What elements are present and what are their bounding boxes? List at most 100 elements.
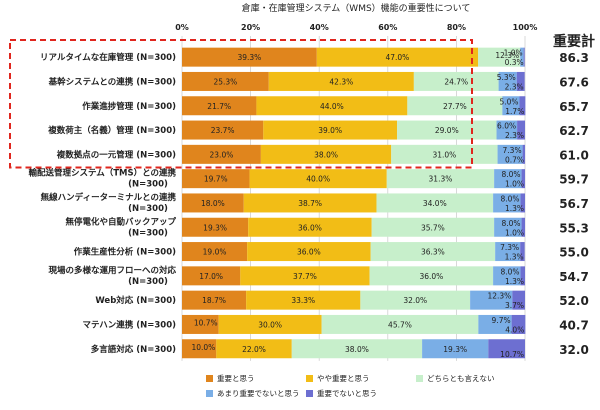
bar-value-label: 7.3% — [503, 146, 522, 155]
bar-segment — [478, 314, 512, 334]
x-tick-label: 40% — [310, 23, 329, 32]
bar-segment — [386, 169, 495, 189]
bar-segment — [520, 193, 525, 213]
bar-value-label: 42.3% — [329, 77, 353, 86]
bar-value-label: 2.3% — [505, 131, 524, 140]
category-label: 多言語対応 (N=300) — [91, 344, 176, 355]
legend-swatch — [206, 375, 213, 382]
score-value: 86.3 — [559, 51, 589, 65]
bar-segment — [182, 217, 249, 237]
bar-value-label: 34.0% — [423, 199, 447, 208]
bar-segment — [376, 193, 494, 213]
category-label: Web対応 (N=300) — [95, 295, 176, 306]
bar-segment — [495, 242, 521, 262]
bar-segment — [496, 120, 518, 140]
bar-value-label: 0.7% — [505, 155, 524, 164]
bar-segment — [523, 47, 525, 67]
bar-segment — [502, 96, 520, 116]
score-values: 86.3 67.6 65.7 62.7 61.0 59.7 56.7 55.3 55.0 54.7… — [559, 51, 589, 357]
x-tick-label: 60% — [378, 23, 397, 32]
bar-segment — [494, 217, 522, 237]
bar-segment — [182, 193, 244, 213]
bar-segment — [182, 266, 241, 286]
bar-value-label: 45.7% — [388, 320, 412, 329]
bar-value-label: 19.3% — [443, 345, 467, 354]
bar-segment — [256, 96, 408, 116]
category-label: 作業進捗管理 (N=300) — [82, 101, 176, 112]
bar-value-label: 36.0% — [298, 223, 322, 232]
bar-segment — [321, 314, 479, 334]
bar-value-label: 23.0% — [210, 150, 234, 159]
bar-value-label: 38.0% — [314, 150, 338, 159]
x-tick-label: 80% — [447, 23, 466, 32]
bar-value-label: 31.3% — [429, 175, 453, 184]
bar-segment — [516, 71, 525, 91]
bar-value-label: 1.7% — [505, 107, 524, 116]
bar-segment — [497, 144, 523, 164]
bar-segment — [182, 339, 217, 359]
bar-segment — [521, 169, 525, 189]
bar-segment — [182, 96, 257, 116]
category-label: 輸配送管理システム（TMS）との連携 — [28, 168, 176, 179]
x-tick-label: 100% — [513, 23, 538, 32]
bar-segment — [182, 71, 269, 91]
bar-value-label: 12.3% — [487, 292, 511, 301]
bar-value-label: 8.0% — [500, 267, 519, 276]
bar-segment — [521, 217, 525, 237]
bar-value-label: 10.7% — [500, 350, 524, 359]
bar-value-label: 1.0% — [504, 49, 523, 58]
bar-value-label: 0.3% — [505, 58, 524, 67]
highlight-box — [9, 39, 473, 169]
bar-segment — [397, 120, 497, 140]
score-value: 59.7 — [559, 173, 589, 187]
bar-segment — [522, 144, 525, 164]
bar-segment — [216, 339, 292, 359]
category-label: 複数荷主（名義）管理 (N=300) — [47, 125, 176, 136]
bar-value-label: 21.7% — [207, 102, 231, 111]
bar-segment — [498, 71, 517, 91]
legend-swatch — [306, 390, 313, 397]
bar-value-label: 35.7% — [421, 223, 445, 232]
bar-segment — [240, 266, 370, 286]
legend-swatch — [416, 375, 423, 382]
bar-segment — [520, 47, 524, 67]
category-label: 無停電化や自動バックアップ — [65, 216, 176, 227]
bar-segment — [263, 120, 398, 140]
score-value: 65.7 — [559, 100, 589, 114]
bar-segment — [520, 242, 525, 262]
bar-value-label: 39.0% — [318, 126, 342, 135]
bar-value-label: 32.0% — [403, 296, 427, 305]
bar-value-label: 30.0% — [258, 320, 282, 329]
bar-segment — [512, 290, 525, 310]
bar-value-label: 5.3% — [497, 73, 516, 82]
category-label: 複数拠点の一元管理 (N=300) — [56, 149, 176, 160]
bar-segment — [243, 193, 377, 213]
bar-segment — [268, 71, 414, 91]
bar-segment — [422, 339, 489, 359]
bar-value-label: 19.7% — [204, 175, 228, 184]
x-tick-label: 0% — [175, 23, 189, 32]
bar-segment — [511, 314, 526, 334]
bar-value-label: 9.7% — [492, 316, 511, 325]
score-value: 52.0 — [559, 294, 589, 308]
bar-value-label: 18.7% — [202, 296, 226, 305]
bar-value-label: 8.0% — [502, 219, 521, 228]
bar-value-label: 2.3% — [505, 82, 524, 91]
bar-value-label: 1.3% — [505, 204, 524, 213]
bar-value-label: 38.0% — [345, 345, 369, 354]
bar-segment — [407, 96, 503, 116]
bar-value-label: 24.7% — [444, 77, 468, 86]
bar-segment — [248, 217, 372, 237]
category-label-sub: (N=300) — [128, 277, 168, 287]
category-label: 基幹システムとの連携 (N=300) — [48, 76, 176, 87]
bar-value-label: 6.0% — [497, 122, 516, 131]
bar-value-label: 1.0% — [505, 180, 524, 189]
chart-title: 倉庫・在庫管理システム（WMS）機能の重要性について — [242, 2, 471, 14]
bar-value-label: 36.0% — [419, 272, 443, 281]
bar-value-label: 19.0% — [203, 248, 227, 257]
bar-segment — [370, 242, 496, 262]
bar-segment — [249, 169, 387, 189]
category-label: 作業生産性分析 (N=300) — [74, 247, 176, 258]
bar-value-label: 1.3% — [505, 277, 524, 286]
